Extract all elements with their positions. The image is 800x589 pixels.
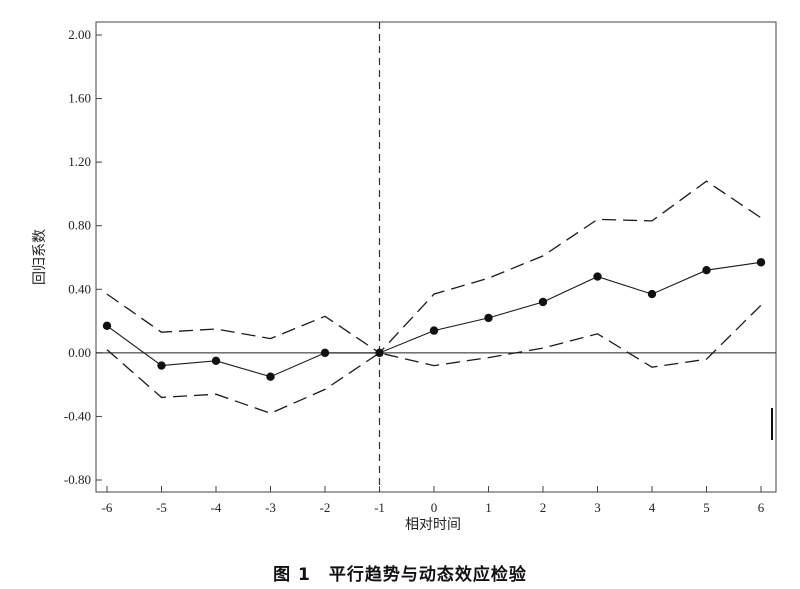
x-tick-label: 3 — [594, 500, 601, 515]
x-tick-label: -3 — [265, 500, 276, 515]
coefficient-point — [102, 321, 112, 331]
series-group — [106, 180, 762, 414]
y-tick-label: 1.20 — [68, 154, 91, 169]
y-tick-label: 2.00 — [68, 27, 91, 42]
x-tick-label: 5 — [703, 500, 710, 515]
y-tick-label: 0.40 — [68, 281, 91, 296]
coefficient-point — [211, 356, 221, 366]
coefficient-line — [106, 261, 762, 378]
coefficient-point — [484, 313, 493, 323]
plot-frame — [95, 21, 777, 493]
y-tick-label: -0.40 — [64, 408, 91, 423]
x-tick-label: -1 — [374, 500, 385, 515]
coefficient-point — [320, 348, 330, 358]
y-tick-label: 0.80 — [68, 218, 91, 233]
coefficient-point — [157, 361, 166, 370]
x-tick-label: 4 — [649, 500, 656, 515]
y-tick-label: -0.80 — [64, 472, 91, 487]
y-tick-label: 0.00 — [68, 345, 91, 360]
x-axis-ticks: -6 -5 -4 -3 -2 -1 0 1 2 3 4 5 6 — [102, 486, 765, 515]
edge-mark — [771, 408, 773, 440]
upper-bound-line — [106, 180, 762, 354]
x-tick-label: -5 — [156, 500, 167, 515]
x-tick-label: 1 — [485, 500, 492, 515]
x-tick-label: -2 — [320, 500, 331, 515]
x-tick-label: -4 — [211, 500, 222, 515]
y-axis-label: 回归系数 — [31, 229, 48, 285]
markers-group — [102, 258, 766, 381]
figure-caption: 图 1 平行趋势与动态效应检验 — [273, 565, 527, 585]
coefficient-point — [266, 372, 275, 381]
x-tick-label: 0 — [431, 500, 438, 515]
lower-bound-line — [106, 304, 762, 414]
coefficient-point — [429, 326, 439, 335]
coefficient-point — [593, 272, 602, 281]
x-axis-label: 相对时间 — [405, 517, 461, 533]
y-axis-ticks: 2.00 1.60 1.20 0.80 0.40 0.00 -0.40 -0.80 — [64, 27, 102, 487]
x-tick-label: -6 — [102, 500, 113, 515]
coefficient-point — [756, 258, 766, 267]
x-tick-label: 6 — [758, 500, 765, 515]
coefficient-point — [375, 348, 384, 358]
coefficient-point — [538, 297, 548, 307]
coefficient-point — [647, 289, 657, 299]
x-tick-label: 2 — [540, 500, 547, 515]
y-tick-label: 1.60 — [68, 91, 91, 106]
coefficient-point — [702, 266, 711, 275]
